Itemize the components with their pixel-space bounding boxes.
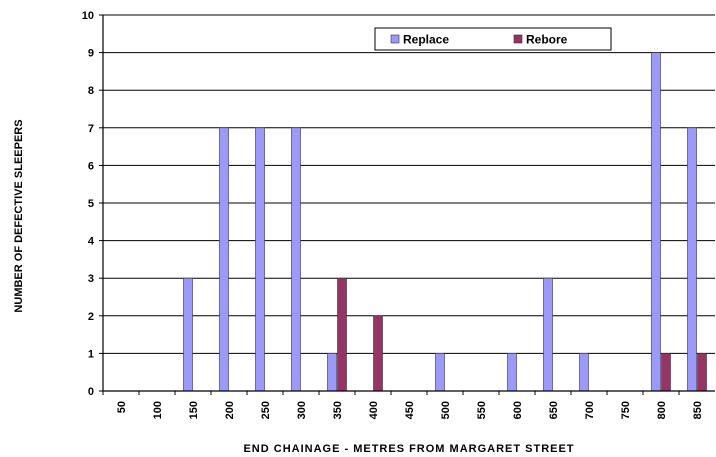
x-tick-labels: 50 100 150 200 250 300 350 400 450 500 550 600 650 70… bbox=[116, 401, 704, 419]
x-tick-label: 50 bbox=[116, 401, 128, 413]
y-tick-label: 2 bbox=[88, 311, 94, 323]
bar-replace-250 bbox=[256, 128, 265, 391]
x-tick-label: 550 bbox=[476, 401, 488, 419]
x-tick-label: 100 bbox=[152, 401, 164, 419]
y-tick-label: 1 bbox=[88, 348, 94, 360]
y-tick-label: 5 bbox=[88, 198, 94, 210]
bar-replace-150 bbox=[184, 278, 193, 391]
y-tick-label: 0 bbox=[88, 386, 94, 398]
x-tick-label: 200 bbox=[224, 401, 236, 419]
bar-rebore-800 bbox=[662, 353, 671, 391]
legend-swatch-rebore bbox=[514, 35, 522, 43]
bars bbox=[184, 53, 707, 391]
bar-replace-850 bbox=[688, 128, 697, 391]
bar-replace-650 bbox=[544, 278, 553, 391]
bar-replace-600 bbox=[508, 353, 517, 391]
x-tick-label: 800 bbox=[656, 401, 668, 419]
bar-rebore-350 bbox=[338, 278, 347, 391]
legend: Replace Rebore bbox=[375, 28, 611, 50]
x-tick-label: 650 bbox=[548, 401, 560, 419]
bar-replace-200 bbox=[220, 128, 229, 391]
y-tick-label: 8 bbox=[88, 85, 94, 97]
y-tick-label: 4 bbox=[88, 236, 95, 248]
bar-replace-700 bbox=[580, 353, 589, 391]
y-tick-label: 9 bbox=[88, 48, 94, 60]
bar-replace-500 bbox=[436, 353, 445, 391]
x-tick-label: 450 bbox=[404, 401, 416, 419]
legend-label-rebore: Rebore bbox=[526, 33, 568, 47]
legend-swatch-replace bbox=[391, 35, 399, 43]
x-axis-title: END CHAINAGE - METRES FROM MARGARET STRE… bbox=[243, 443, 574, 455]
x-tick-label: 500 bbox=[440, 401, 452, 419]
y-tick-label: 6 bbox=[88, 160, 94, 172]
bar-rebore-850 bbox=[698, 353, 707, 391]
x-tick-label: 750 bbox=[620, 401, 632, 419]
x-tick-label: 350 bbox=[332, 401, 344, 419]
x-tick-label: 850 bbox=[692, 401, 704, 419]
y-tick-label: 10 bbox=[82, 10, 94, 22]
bar-rebore-400 bbox=[374, 316, 383, 391]
gridlines bbox=[103, 15, 715, 353]
legend-label-replace: Replace bbox=[403, 33, 449, 47]
x-tick-label: 300 bbox=[296, 401, 308, 419]
x-tick-label: 250 bbox=[260, 401, 272, 419]
y-tick-label: 7 bbox=[88, 123, 94, 135]
x-tick-label: 150 bbox=[188, 401, 200, 419]
y-tick-label: 3 bbox=[88, 273, 94, 285]
y-axis-title: NUMBER OF DEFECTIVE SLEEPERS bbox=[13, 119, 25, 312]
bar-replace-350 bbox=[328, 353, 337, 391]
x-tick-label: 700 bbox=[584, 401, 596, 419]
bar-replace-300 bbox=[292, 128, 301, 391]
x-tick-label: 400 bbox=[368, 401, 380, 419]
y-tick-labels: 0 1 2 3 4 5 6 7 8 9 10 bbox=[82, 10, 95, 398]
bar-replace-800 bbox=[652, 53, 661, 391]
x-tick-label: 600 bbox=[512, 401, 524, 419]
